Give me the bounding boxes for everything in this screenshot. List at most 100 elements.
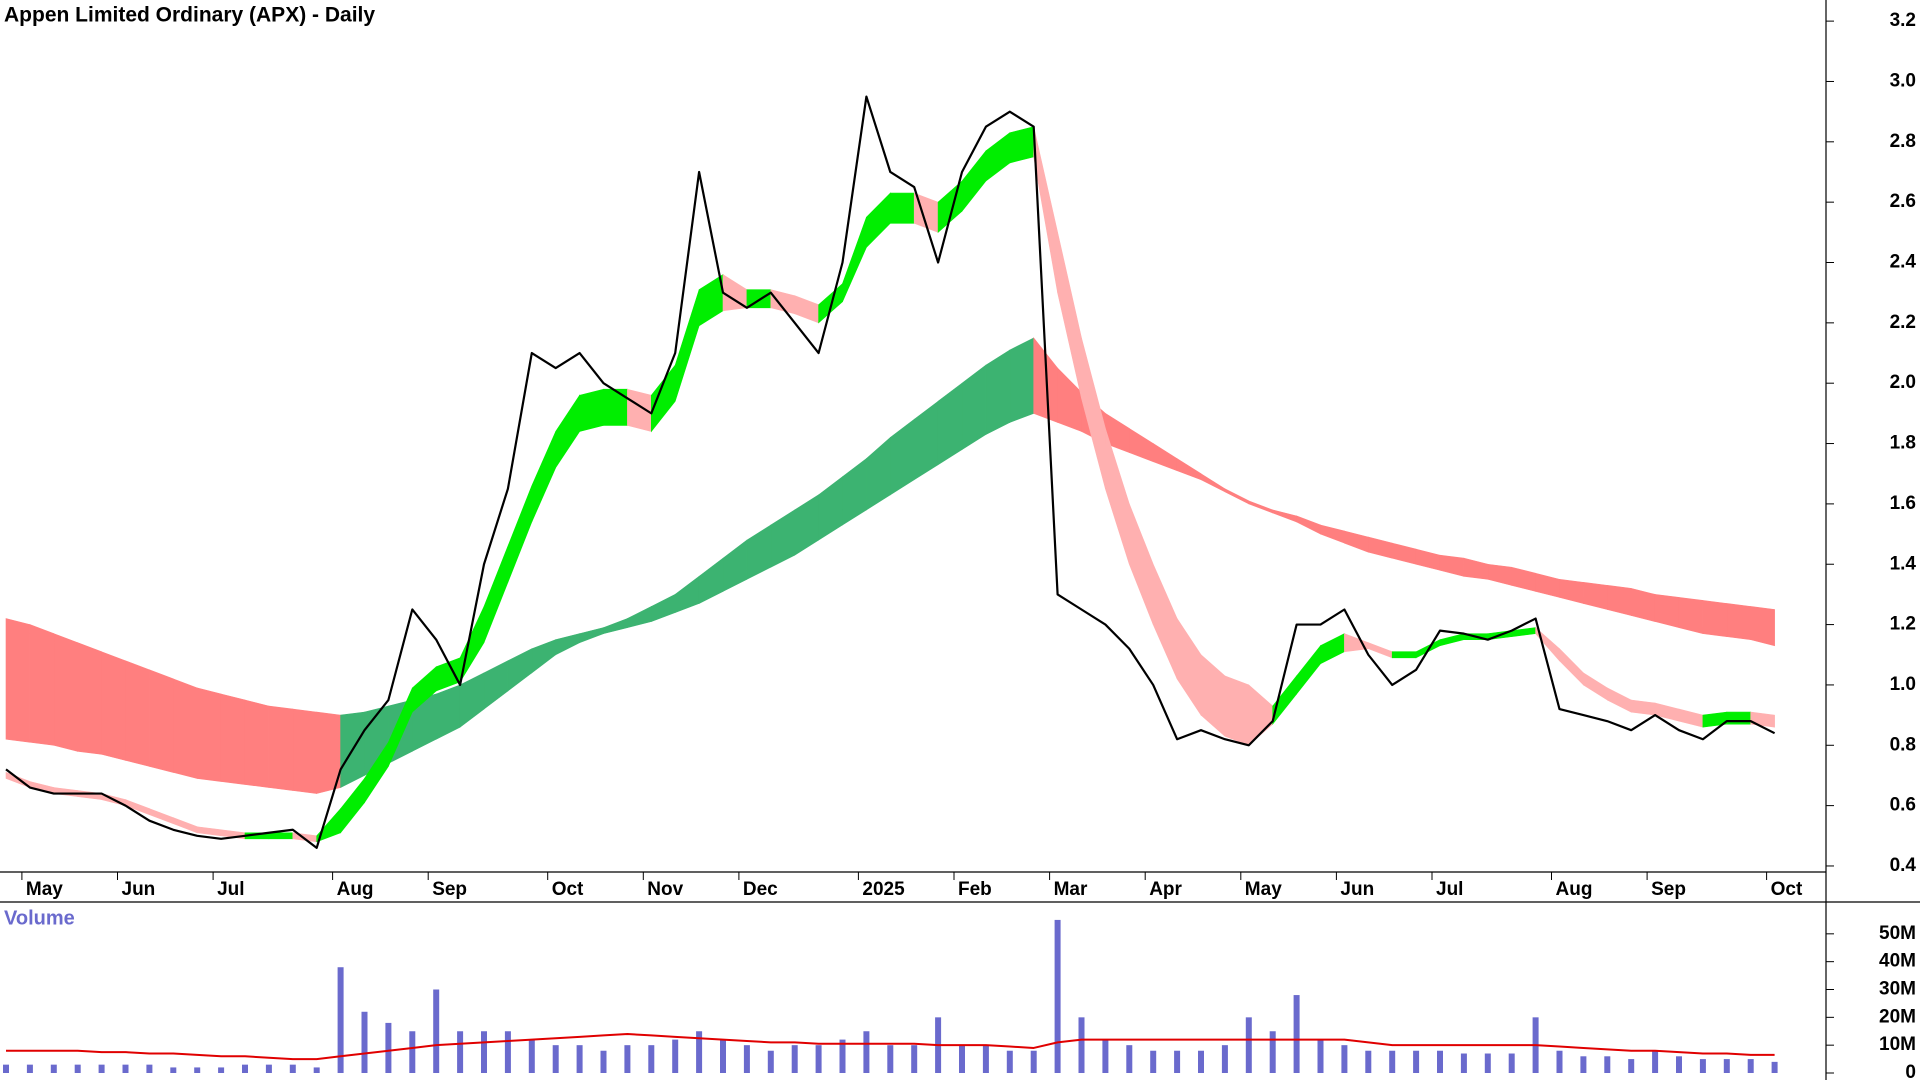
volume-bar	[863, 1031, 870, 1073]
x-tick-label: Jun	[1340, 879, 1374, 900]
volume-bar	[696, 1031, 703, 1073]
volume-bar	[170, 1067, 177, 1073]
y-tick-label: 40M	[1879, 951, 1916, 972]
volume-bar	[1078, 1017, 1085, 1073]
volume-bar	[552, 1045, 559, 1073]
x-tick-label: Dec	[743, 879, 778, 900]
volume-bar	[911, 1045, 918, 1073]
band-segment	[1391, 651, 1417, 659]
x-tick-label: Jul	[217, 879, 244, 900]
volume-bar	[1006, 1050, 1013, 1073]
volume-bar	[1221, 1045, 1228, 1073]
y-tick-label: 1.4	[1890, 553, 1917, 574]
volume-bar	[1365, 1050, 1372, 1073]
x-tick-label: Oct	[552, 879, 584, 900]
x-tick-label: Aug	[1556, 879, 1593, 900]
y-tick-label: 0.6	[1890, 795, 1916, 816]
y-tick-label: 50M	[1879, 923, 1916, 944]
volume-bar	[1389, 1050, 1396, 1073]
volume-bar	[1556, 1050, 1563, 1073]
volume-average-line	[6, 1033, 1775, 1061]
y-tick-label: 1.0	[1890, 674, 1916, 695]
volume-bar	[3, 1064, 9, 1073]
x-tick-label: 2025	[862, 879, 905, 900]
volume-bar	[1723, 1059, 1730, 1073]
y-tick-label: 20M	[1879, 1006, 1916, 1027]
band-segment	[1009, 126, 1034, 164]
band-segment	[5, 618, 31, 743]
volume-bar	[1150, 1050, 1157, 1073]
band-segment	[1009, 337, 1034, 423]
volume-bar	[146, 1064, 153, 1073]
x-tick-label: Aug	[337, 879, 374, 900]
volume-title: Volume	[4, 907, 75, 929]
volume-bar	[218, 1067, 225, 1073]
volume-bar	[361, 1011, 368, 1073]
band-segment	[1702, 600, 1728, 637]
volume-bar	[1317, 1039, 1324, 1073]
band-segment	[77, 642, 102, 755]
x-tick-label: Oct	[1771, 879, 1803, 900]
band-segment	[1726, 603, 1751, 641]
volume-bar	[982, 1045, 989, 1073]
y-tick-label: 2.0	[1890, 372, 1916, 393]
band-segment	[220, 693, 246, 785]
x-tick-label: Mar	[1054, 879, 1088, 900]
volume-bar	[576, 1045, 583, 1073]
band-segment	[1224, 675, 1250, 746]
volume-bar	[600, 1050, 607, 1073]
price-line	[5, 95, 1776, 849]
band-segment	[101, 651, 126, 761]
band-segment	[889, 192, 915, 224]
volume-bar	[1126, 1045, 1133, 1073]
volume-bar	[1771, 1061, 1778, 1073]
volume-bar	[1174, 1050, 1181, 1073]
volume-bar	[1030, 1050, 1037, 1073]
band-segment	[1750, 711, 1775, 728]
band-segment	[53, 633, 78, 752]
volume-bar	[1747, 1059, 1754, 1073]
volume-bar	[648, 1045, 655, 1073]
x-tick-label: Jul	[1436, 879, 1463, 900]
band-segment	[268, 832, 294, 840]
volume-bar	[122, 1064, 129, 1073]
x-tick-label: May	[26, 879, 63, 900]
band-segment	[603, 388, 628, 426]
band-segment	[1630, 587, 1656, 622]
volume-bar	[959, 1045, 965, 1073]
volume-bar	[265, 1064, 272, 1073]
band-segment	[173, 678, 198, 779]
volume-bar	[887, 1045, 894, 1073]
volume-bar	[1604, 1056, 1611, 1073]
band-segment	[579, 388, 604, 432]
volume-bar	[504, 1031, 511, 1073]
x-tick-label: Jun	[122, 879, 156, 900]
volume-bar	[1652, 1050, 1659, 1073]
y-tick-label: 10M	[1879, 1034, 1916, 1055]
volume-bar	[1699, 1059, 1706, 1073]
band-segment	[292, 708, 318, 794]
band-segment	[985, 349, 1011, 435]
band-segment	[29, 624, 55, 746]
volume-bar	[1054, 919, 1061, 1073]
y-tick-label: 0.4	[1890, 855, 1917, 876]
volume-bar	[457, 1031, 464, 1073]
volume-bar	[433, 989, 440, 1073]
volume-bar	[767, 1050, 774, 1073]
y-tick-label: 30M	[1879, 979, 1916, 1000]
y-tick-label: 2.6	[1890, 191, 1916, 212]
volume-bar	[242, 1064, 248, 1073]
x-tick-label: Feb	[958, 879, 992, 900]
volume-bar	[1508, 1053, 1515, 1073]
volume-bar	[1198, 1050, 1204, 1073]
volume-bar	[1437, 1050, 1443, 1073]
band-segment	[268, 705, 294, 791]
volume-bar	[791, 1045, 798, 1073]
y-tick-label: 0.8	[1890, 734, 1916, 755]
y-tick-label: 0	[1905, 1062, 1916, 1080]
x-tick-label: Nov	[647, 879, 683, 900]
volume-bar	[74, 1064, 81, 1073]
volume-bar	[26, 1064, 33, 1073]
volume-bar	[1676, 1056, 1682, 1073]
